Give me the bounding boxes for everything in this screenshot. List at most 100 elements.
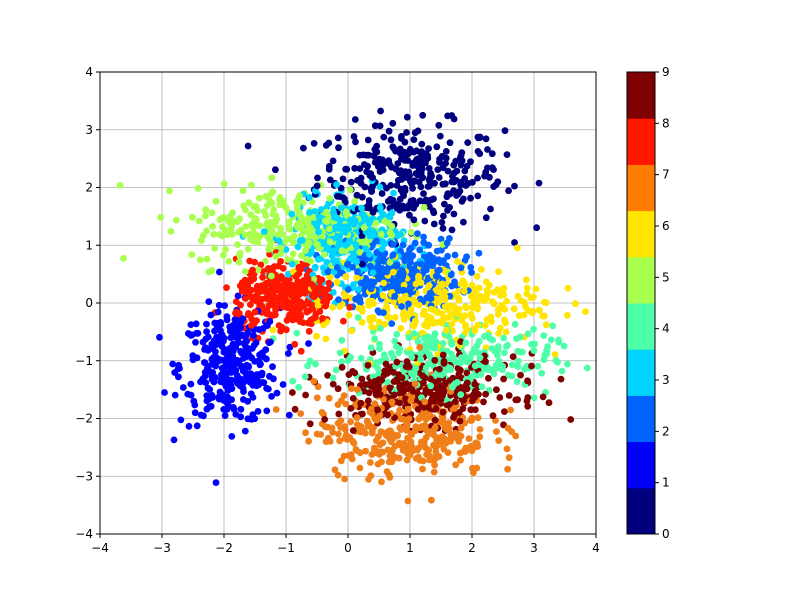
scatter-point-class-5 [255, 194, 263, 202]
scatter-point-class-5 [288, 236, 296, 244]
scatter-point-class-7 [415, 415, 423, 423]
colorbar-segment [627, 210, 655, 258]
scatter-point-class-8 [340, 317, 347, 325]
scatter-point-class-3 [298, 236, 306, 244]
scatter-point-class-9 [364, 361, 372, 369]
scatter-point-class-7 [407, 440, 414, 448]
scatter-point-class-8 [312, 314, 319, 321]
scatter-point-class-3 [315, 228, 322, 236]
scatter-point-class-0 [503, 151, 511, 159]
scatter-point-class-3 [362, 245, 370, 253]
scatter-point-class-0 [482, 214, 490, 222]
scatter-point-class-1 [219, 334, 226, 341]
scatter-point-class-7 [314, 383, 322, 391]
scatter-point-class-4 [449, 384, 456, 391]
scatter-point-class-8 [296, 303, 304, 311]
scatter-point-class-7 [322, 438, 330, 445]
scatter-point-class-7 [350, 439, 358, 447]
scatter-point-class-9 [403, 358, 411, 365]
scatter-point-class-1 [193, 329, 201, 337]
scatter-point-class-9 [349, 395, 357, 402]
scatter-point-class-4 [329, 374, 337, 382]
scatter-point-class-6 [572, 300, 579, 308]
scatter-point-class-4 [367, 344, 375, 352]
scatter-point-class-0 [358, 193, 366, 201]
scatter-point-class-1 [266, 318, 274, 325]
scatter-point-class-7 [367, 459, 374, 466]
scatter-point-class-4 [518, 348, 525, 356]
axis-ticks: −4 −3 −2 −1 0 1 2 3 4 −4 −3 −2 −1 0 1 2 3 4 [75, 65, 600, 555]
scatter-point-class-5 [189, 213, 196, 221]
scatter-point-class-1 [268, 393, 275, 400]
scatter-point-class-0 [434, 166, 442, 174]
scatter-point-class-7 [379, 448, 387, 456]
scatter-point-class-2 [344, 261, 351, 268]
scatter-point-class-1 [169, 360, 177, 368]
scatter-point-class-7 [419, 465, 426, 473]
scatter-point-class-2 [401, 257, 409, 265]
scatter-point-class-9 [456, 417, 464, 425]
scatter-point-class-5 [343, 210, 350, 218]
scatter-point-class-1 [191, 409, 199, 417]
scatter-point-class-0 [436, 155, 443, 163]
scatter-point-class-4 [414, 338, 422, 346]
scatter-point-class-4 [377, 325, 384, 332]
scatter-point-class-4 [503, 343, 510, 350]
scatter-point-class-4 [471, 362, 479, 370]
scatter-point-class-5 [260, 208, 268, 215]
scatter-point-class-5 [202, 212, 209, 220]
scatter-point-class-0 [474, 192, 482, 200]
scatter-point-class-1 [284, 350, 292, 357]
scatter-point-class-9 [524, 402, 532, 410]
scatter-point-class-4 [508, 372, 516, 380]
scatter-point-class-1 [263, 355, 270, 363]
scatter-point-class-1 [230, 404, 237, 411]
scatter-point-class-8 [264, 266, 271, 273]
scatter-point-class-8 [297, 347, 305, 355]
scatter-point-class-1 [193, 422, 201, 430]
scatter-point-class-4 [448, 338, 455, 346]
scatter-point-class-3 [288, 210, 296, 218]
scatter-point-class-2 [400, 286, 407, 294]
scatter-point-class-8 [306, 300, 314, 308]
scatter-point-class-3 [311, 263, 319, 271]
scatter-point-class-4 [493, 348, 500, 356]
scatter-point-class-5 [227, 212, 234, 220]
scatter-point-class-5 [239, 187, 247, 195]
scatter-point-class-6 [470, 291, 477, 298]
scatter-point-class-0 [325, 139, 333, 147]
scatter-point-class-0 [457, 181, 464, 189]
scatter-point-class-3 [344, 240, 351, 248]
scatter-point-class-0 [361, 183, 369, 191]
scatter-point-class-1 [265, 385, 272, 393]
scatter-point-class-6 [460, 288, 468, 295]
scatter-point-class-1 [247, 370, 255, 377]
scatter-point-class-6 [488, 298, 496, 306]
scatter-point-class-0 [450, 210, 458, 218]
scatter-point-class-0 [406, 211, 413, 219]
scatter-point-class-2 [375, 275, 383, 283]
scatter-point-class-0 [376, 122, 384, 130]
scatter-point-class-6 [415, 272, 422, 280]
scatter-point-class-4 [417, 355, 425, 363]
scatter-point-class-7 [439, 419, 447, 427]
scatter-point-class-1 [221, 364, 229, 372]
scatter-point-class-0 [371, 122, 379, 130]
scatter-point-class-1 [227, 379, 234, 387]
scatter-point-class-4 [501, 349, 508, 357]
scatter-point-class-0 [347, 178, 355, 186]
scatter-point-class-1 [259, 379, 266, 386]
scatter-point-class-9 [414, 405, 422, 413]
scatter-point-class-5 [240, 202, 248, 210]
scatter-point-class-1 [175, 361, 183, 369]
scatter-point-class-7 [371, 400, 379, 407]
scatter-point-class-0 [379, 162, 387, 169]
scatter-point-class-0 [403, 174, 410, 181]
scatter-point-class-0 [334, 134, 342, 142]
scatter-point-class-9 [528, 362, 535, 370]
scatter-point-class-6 [412, 280, 420, 288]
scatter-point-class-6 [471, 297, 478, 304]
scatter-point-class-0 [440, 212, 447, 220]
scatter-point-class-0 [413, 147, 420, 155]
scatter-point-class-4 [534, 362, 542, 370]
